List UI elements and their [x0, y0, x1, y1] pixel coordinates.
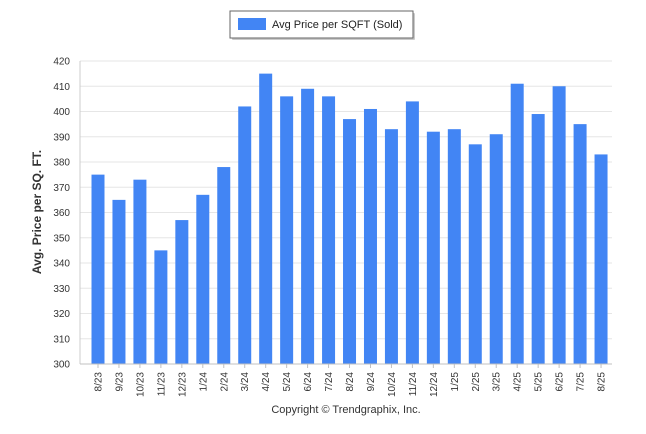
legend: Avg Price per SQFT (Sold) [229, 10, 415, 40]
x-tick-label: 10/24 [387, 372, 398, 397]
bar [594, 154, 608, 364]
x-tick-label: 11/24 [408, 372, 419, 397]
bar [112, 199, 126, 364]
bar [447, 129, 461, 364]
y-tick-label: 300 [53, 360, 70, 371]
bar [552, 86, 566, 364]
legend-swatch [238, 18, 266, 30]
y-tick-label: 400 [53, 107, 70, 118]
y-tick-label: 390 [53, 132, 70, 143]
bar [322, 96, 336, 364]
x-tick-label: 7/24 [324, 372, 335, 392]
legend-label: Avg Price per SQFT (Sold) [272, 19, 402, 31]
bar [175, 220, 189, 364]
x-tick-label: 2/25 [471, 372, 482, 392]
bar [196, 194, 210, 364]
bar [91, 174, 105, 364]
y-tick-label: 380 [53, 158, 70, 169]
x-tick-label: 1/24 [198, 372, 209, 392]
bar [301, 88, 315, 365]
x-tick-label: 1/25 [450, 372, 461, 392]
y-tick-label: 350 [53, 233, 70, 244]
bar [468, 144, 482, 364]
x-axis: 8/23 9/23 10/23 11/23 12/23 1/24 2/24 3/24 4/24 5… [80, 363, 612, 397]
x-tick-label: 8/24 [345, 372, 356, 392]
x-tick-label: 8/23 [94, 372, 105, 392]
x-tick-label: 8/25 [597, 372, 608, 392]
bar [343, 119, 357, 364]
bar [280, 96, 294, 364]
y-tick-label: 420 [53, 57, 70, 68]
bar [217, 167, 231, 364]
y-tick-label: 320 [53, 309, 70, 320]
bar [259, 73, 273, 364]
bar [405, 101, 419, 365]
x-tick-label: 6/24 [303, 372, 314, 392]
y-tick-label: 370 [53, 183, 70, 194]
bar [510, 83, 524, 364]
x-tick-label: 7/25 [576, 372, 587, 392]
bar [384, 129, 398, 364]
y-tick-label: 360 [53, 208, 70, 219]
x-tick-label: 9/24 [366, 372, 377, 392]
bar [489, 134, 503, 364]
bar [133, 179, 147, 364]
x-tick-label: 3/25 [492, 372, 503, 392]
x-tick-label: 4/24 [261, 372, 272, 392]
x-tick-label: 12/23 [177, 372, 188, 397]
x-tick-label: 6/25 [555, 372, 566, 392]
bar [573, 124, 587, 364]
y-axis-title: Avg. Price per SQ. FT. [30, 150, 44, 274]
bar [363, 108, 377, 364]
y-tick-label: 340 [53, 259, 70, 270]
x-tick-label: 10/23 [135, 372, 146, 397]
y-tick-label: 330 [53, 284, 70, 295]
y-axis: 300 310 320 330 340 350 360 370 380 390 400 410 420 [53, 57, 81, 371]
x-tick-label: 5/25 [534, 372, 545, 392]
x-tick-label: 9/23 [114, 372, 125, 392]
x-tick-label: 3/24 [240, 372, 251, 392]
bar [154, 250, 168, 364]
bar [426, 131, 440, 364]
x-tick-label: 11/23 [156, 372, 167, 397]
x-tick-label: 5/24 [282, 372, 293, 392]
x-tick-label: 4/25 [513, 372, 524, 392]
x-tick-label: 12/24 [429, 372, 440, 397]
y-tick-label: 410 [53, 82, 70, 93]
bar [238, 106, 252, 364]
bar [531, 114, 545, 365]
copyright-credit: Copyright © Trendgraphix, Inc. [271, 404, 420, 416]
y-tick-label: 310 [53, 334, 70, 345]
x-tick-label: 2/24 [219, 372, 230, 392]
bars [91, 73, 608, 365]
